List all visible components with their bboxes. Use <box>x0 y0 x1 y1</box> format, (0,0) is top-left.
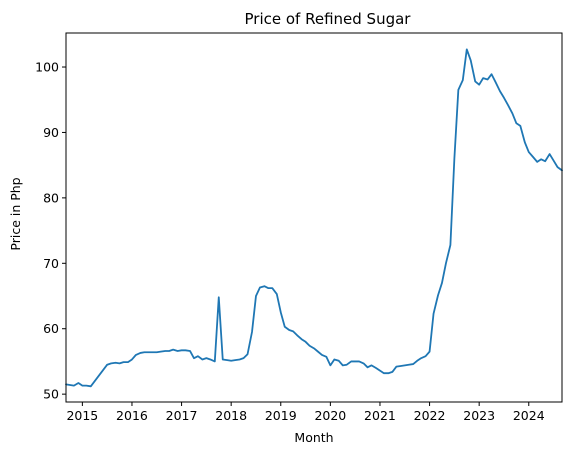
x-tick-label: 2024 <box>513 408 545 423</box>
chart-title: Price of Refined Sugar <box>245 10 412 28</box>
y-axis: 50 60 70 80 90 100 <box>35 60 66 402</box>
x-tick-label: 2016 <box>116 408 148 423</box>
plot-area <box>65 48 563 388</box>
y-tick-label: 70 <box>43 256 59 271</box>
y-axis-label: Price in Php <box>8 177 23 250</box>
x-tick-label: 2021 <box>364 408 396 423</box>
x-axis: 2015 2016 2017 2018 2019 2020 2021 2022 2023 2024 <box>66 402 545 423</box>
y-tick-label: 60 <box>43 321 59 336</box>
x-tick-label: 2020 <box>314 408 346 423</box>
x-tick-label: 2022 <box>414 408 446 423</box>
x-tick-label: 2015 <box>66 408 98 423</box>
x-tick-label: 2018 <box>215 408 247 423</box>
y-tick-label: 50 <box>43 387 59 402</box>
x-tick-label: 2023 <box>463 408 495 423</box>
series-line <box>65 48 563 388</box>
y-tick-label: 80 <box>43 190 59 205</box>
x-axis-label: Month <box>294 430 333 445</box>
x-tick-label: 2019 <box>265 408 297 423</box>
y-tick-label: 100 <box>35 60 59 75</box>
axes-frame <box>65 32 563 403</box>
y-tick-label: 90 <box>43 125 59 140</box>
x-tick-label: 2017 <box>166 408 198 423</box>
